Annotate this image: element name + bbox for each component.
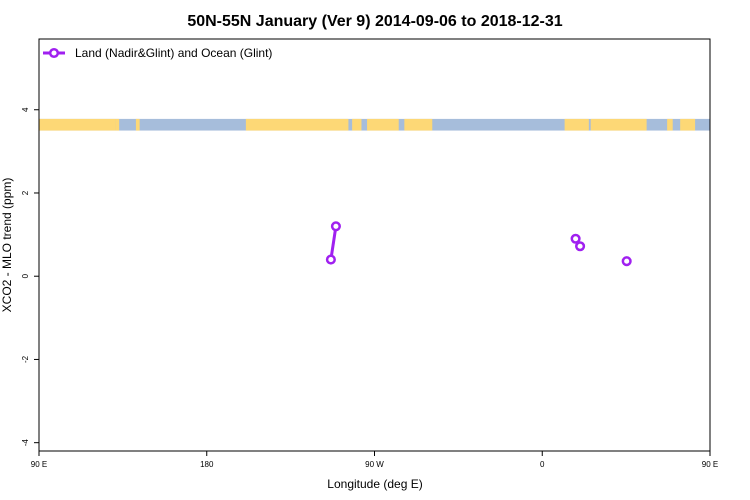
data-point bbox=[621, 256, 632, 267]
x-tick-label: 180 bbox=[200, 460, 214, 469]
chart-title: 50N-55N January (Ver 9) 2014-09-06 to 20… bbox=[187, 13, 562, 30]
data-point bbox=[570, 233, 581, 244]
legend: Land (Nadir&Glint) and Ocean (Glint) bbox=[43, 46, 272, 60]
land-band bbox=[115, 118, 120, 131]
land-band bbox=[367, 118, 399, 131]
data-point bbox=[575, 241, 586, 252]
land-ocean-strip bbox=[39, 118, 710, 131]
x-tick-label: 90 W bbox=[365, 460, 384, 469]
legend-entry: Land (Nadir&Glint) and Ocean (Glint) bbox=[75, 46, 272, 60]
data-point bbox=[330, 221, 341, 232]
series-layer bbox=[325, 221, 632, 267]
land-band bbox=[245, 118, 349, 131]
x-axis-label: Longitude (deg E) bbox=[327, 477, 422, 491]
y-tick-label: 2 bbox=[21, 190, 30, 195]
x-tick-label: 90 E bbox=[702, 460, 718, 469]
y-tick-label: 0 bbox=[21, 273, 30, 278]
land-band bbox=[352, 118, 362, 131]
x-axis: 90 E 180 90 W 0 90 E bbox=[31, 451, 718, 469]
land-band bbox=[135, 118, 140, 131]
land-band bbox=[39, 118, 116, 131]
land-band bbox=[564, 118, 589, 131]
y-axis: -4 -2 0 2 4 bbox=[21, 107, 39, 446]
land-band bbox=[667, 118, 673, 131]
y-tick-label: -2 bbox=[21, 355, 30, 363]
land-band bbox=[590, 118, 647, 131]
plot-frame bbox=[38, 38, 711, 452]
series-line-segment bbox=[329, 226, 338, 260]
x-tick-label: 0 bbox=[540, 460, 545, 469]
land-band bbox=[404, 118, 433, 131]
y-tick-label: -4 bbox=[21, 439, 30, 447]
data-point bbox=[325, 254, 336, 265]
y-tick-label: 4 bbox=[21, 107, 30, 112]
y-axis-label: XCO2 - MLO trend (ppm) bbox=[0, 178, 14, 313]
x-tick-label: 90 E bbox=[31, 460, 47, 469]
legend-point-marker bbox=[48, 47, 60, 59]
land-band bbox=[680, 118, 696, 131]
